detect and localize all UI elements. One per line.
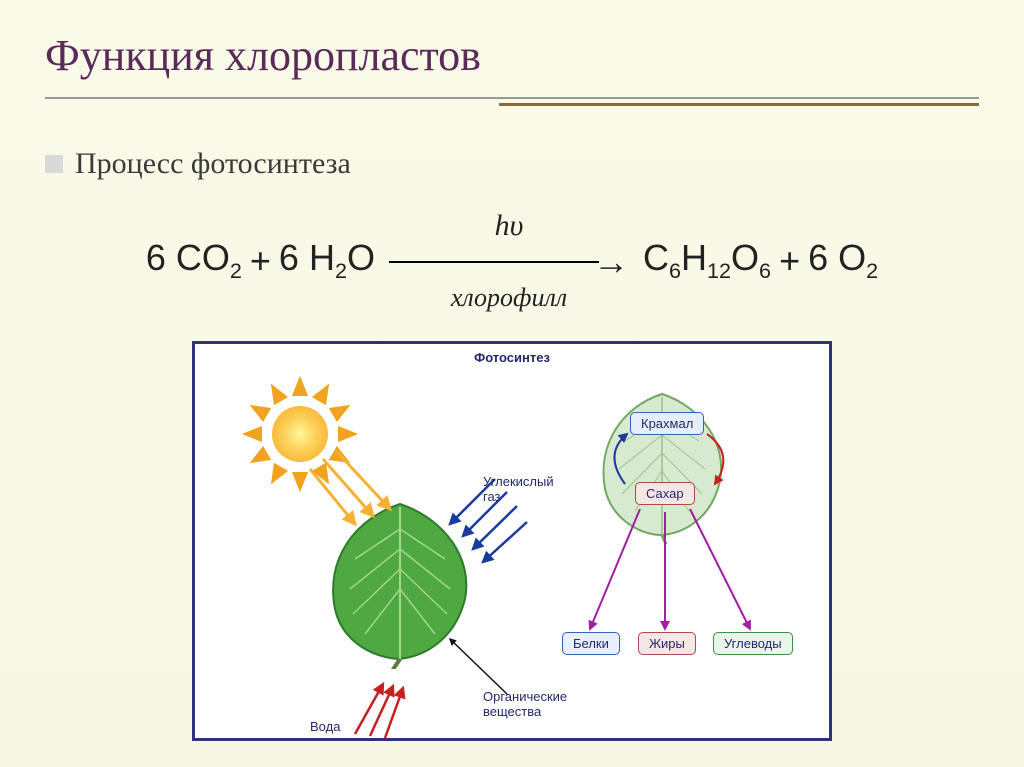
- title-underline: [45, 97, 979, 107]
- photosynthesis-equation: 6 CO2 + 6 H2O hυ → хлорофилл C6H12O6 + 6…: [45, 211, 979, 311]
- eq-sub: 12: [707, 259, 731, 284]
- box-carbs: Углеводы: [713, 632, 793, 655]
- eq-plus: +: [779, 240, 800, 282]
- underline-thin: [45, 97, 979, 99]
- box-proteins: Белки: [562, 632, 620, 655]
- eq-species: O: [347, 237, 375, 278]
- eq-coeff: 6: [279, 237, 299, 278]
- eq-rhs1: C6H12O6: [643, 237, 771, 284]
- bullet-text: Процесс фотосинтеза: [75, 147, 351, 181]
- box-starch: Крахмал: [630, 412, 704, 435]
- eq-sub: 6: [759, 259, 771, 284]
- label-text: Углекислый газ: [483, 474, 554, 504]
- eq-sub: 2: [335, 259, 347, 284]
- arrow-line: [389, 261, 599, 263]
- eq-species: C: [643, 237, 669, 278]
- label-text: Органические вещества: [483, 689, 567, 719]
- label-co2: Углекислый газ: [483, 474, 554, 504]
- eq-coeff: 6: [808, 237, 828, 278]
- arrow-line-wrap: →: [389, 241, 629, 283]
- arrow-condition-top: hυ: [495, 211, 524, 241]
- label-organic: Органические вещества: [483, 689, 567, 719]
- eq-lhs2: 6 H2O: [279, 237, 375, 284]
- eq-sub: 2: [866, 259, 878, 284]
- eq-species: O: [838, 237, 866, 278]
- arrow-head: →: [593, 241, 629, 283]
- eq-species: H: [309, 237, 335, 278]
- box-fats: Жиры: [638, 632, 696, 655]
- sun-icon: [250, 384, 350, 484]
- eq-lhs1: 6 CO2: [146, 237, 242, 284]
- leaf-left-icon: [315, 499, 485, 669]
- eq-coeff: 6: [146, 237, 166, 278]
- eq-species: O: [731, 237, 759, 278]
- eq-species: CO: [176, 237, 230, 278]
- eq-rhs2: 6 O2: [808, 237, 878, 284]
- photosynthesis-diagram: Фотосинтез: [192, 341, 832, 741]
- slide: Функция хлоропластов Процесс фотосинтеза…: [0, 0, 1024, 767]
- underline-thick: [499, 103, 979, 106]
- eq-species: H: [681, 237, 707, 278]
- eq-sub: 6: [669, 259, 681, 284]
- arrow-condition-bottom: хлорофилл: [451, 285, 567, 311]
- bullet-marker: [45, 155, 63, 173]
- eq-sub: 2: [230, 259, 242, 284]
- reaction-arrow: hυ → хлорофилл: [389, 211, 629, 311]
- box-sugar: Сахар: [635, 482, 695, 505]
- slide-title: Функция хлоропластов: [45, 30, 979, 89]
- bullet-row: Процесс фотосинтеза: [45, 147, 979, 181]
- diagram-title: Фотосинтез: [474, 350, 550, 365]
- eq-plus: +: [250, 240, 271, 282]
- label-water: Вода: [310, 719, 340, 734]
